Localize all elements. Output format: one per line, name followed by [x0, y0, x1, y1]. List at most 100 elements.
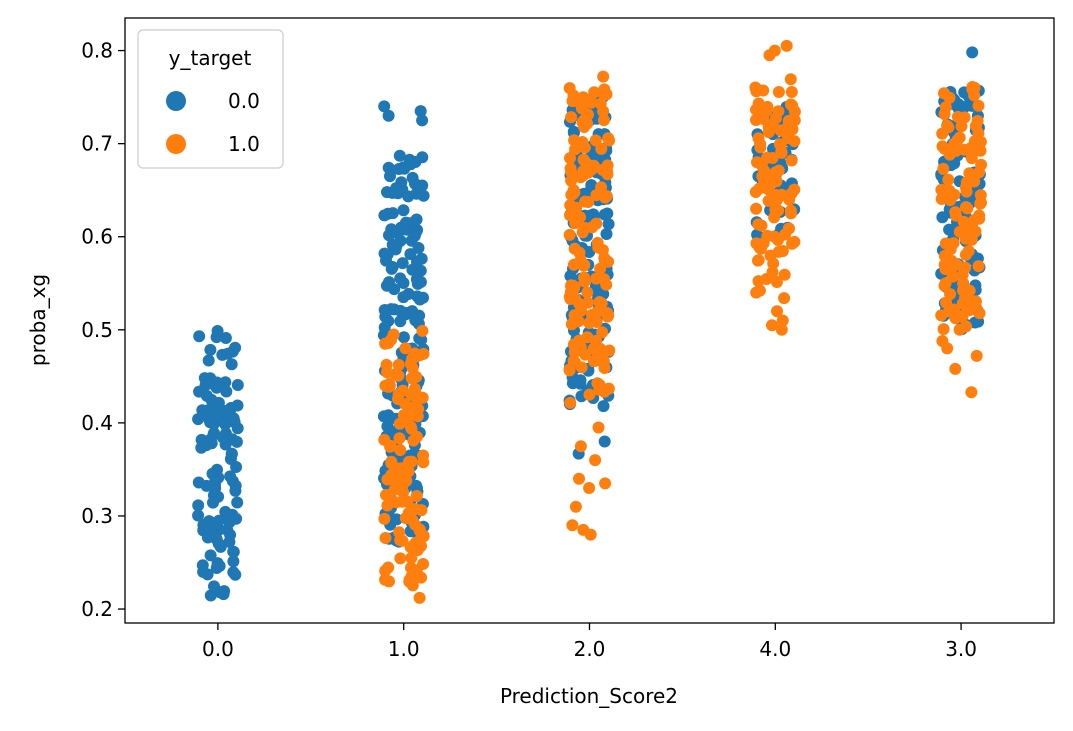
point-target-0.0-score-1.0: [404, 248, 417, 261]
point-target-1.0-score-2.0: [586, 221, 599, 234]
point-target-0.0-score-0.0: [211, 557, 224, 570]
point-target-1.0-score-4.0: [767, 257, 780, 270]
x-tick-label: 2.0: [574, 637, 606, 661]
point-target-1.0-score-1.0: [413, 591, 426, 604]
point-target-1.0-score-4.0: [784, 98, 797, 111]
point-target-1.0-score-3.0: [942, 173, 955, 186]
point-target-1.0-score-4.0: [778, 268, 791, 281]
point-target-1.0-score-2.0: [598, 254, 611, 267]
point-target-0.0-score-2.0: [600, 228, 613, 240]
point-target-0.0-score-2.0: [564, 270, 577, 282]
point-target-0.0-score-0.0: [220, 385, 233, 398]
point-target-1.0-score-4.0: [752, 275, 765, 288]
point-target-1.0-score-3.0: [943, 91, 956, 104]
point-target-1.0-score-2.0: [602, 382, 615, 395]
point-target-1.0-score-3.0: [972, 99, 985, 112]
point-target-1.0-score-2.0: [579, 348, 592, 361]
point-target-1.0-score-2.0: [583, 482, 596, 494]
point-target-1.0-score-4.0: [785, 207, 797, 220]
point-target-0.0-score-0.0: [197, 409, 210, 421]
y-tick-label: 0.3: [81, 504, 113, 528]
point-target-1.0-score-2.0: [575, 361, 588, 374]
point-target-1.0-score-4.0: [783, 222, 795, 235]
point-target-1.0-score-1.0: [394, 444, 407, 457]
point-target-1.0-score-3.0: [953, 131, 966, 144]
point-target-0.0-score-1.0: [406, 171, 419, 184]
point-target-0.0-score-0.0: [216, 431, 229, 444]
axes-layer: 0.2 0.3 0.4 0.5 0.6 0.7 0.8 0.0 1.0 2.0 4.0 3.0: [81, 39, 977, 661]
point-target-1.0-score-4.0: [750, 237, 763, 250]
point-target-1.0-score-2.0: [597, 355, 610, 368]
point-target-1.0-score-2.0: [578, 275, 591, 288]
point-target-1.0-score-3.0: [941, 119, 954, 132]
point-target-1.0-score-2.0: [564, 396, 577, 409]
point-target-1.0-score-1.0: [380, 358, 393, 371]
point-target-1.0-score-2.0: [589, 454, 602, 467]
point-target-1.0-score-2.0: [574, 171, 587, 184]
point-target-1.0-score-4.0: [770, 276, 783, 288]
point-target-1.0-score-3.0: [951, 258, 963, 271]
point-target-0.0-score-0.0: [204, 343, 217, 356]
point-target-1.0-score-2.0: [599, 477, 612, 490]
point-target-1.0-score-2.0: [566, 519, 579, 532]
point-target-0.0-score-0.0: [193, 385, 206, 398]
point-target-0.0-score-0.0: [211, 325, 224, 337]
point-target-1.0-score-2.0: [597, 70, 610, 83]
point-target-1.0-score-4.0: [788, 183, 801, 196]
point-target-0.0-score-1.0: [386, 261, 399, 273]
point-target-1.0-score-4.0: [785, 154, 798, 167]
point-target-1.0-score-3.0: [943, 305, 956, 318]
point-target-1.0-score-2.0: [577, 523, 590, 536]
point-target-0.0-score-0.0: [227, 545, 240, 558]
x-axis-label: Prediction_Score2: [500, 684, 678, 708]
x-tick-label: 3.0: [945, 637, 977, 661]
point-target-1.0-score-1.0: [394, 552, 407, 565]
point-target-0.0-score-0.0: [207, 496, 219, 509]
point-target-1.0-score-1.0: [417, 449, 430, 462]
point-target-1.0-score-1.0: [382, 561, 395, 574]
point-target-1.0-score-3.0: [972, 260, 985, 273]
point-target-1.0-score-3.0: [965, 386, 978, 399]
point-target-1.0-score-3.0: [951, 110, 964, 123]
point-target-0.0-score-1.0: [381, 420, 394, 433]
point-target-1.0-score-2.0: [568, 242, 581, 255]
point-target-1.0-score-1.0: [403, 573, 416, 586]
point-target-1.0-score-1.0: [400, 408, 413, 421]
point-target-1.0-score-3.0: [974, 144, 987, 157]
point-target-0.0-score-3.0: [966, 46, 979, 59]
point-target-0.0-score-1.0: [385, 303, 398, 316]
point-target-0.0-score-0.0: [201, 531, 214, 544]
point-target-1.0-score-2.0: [567, 89, 580, 102]
point-target-1.0-score-2.0: [590, 316, 603, 328]
y-tick-label: 0.6: [81, 225, 113, 249]
point-target-1.0-score-2.0: [600, 190, 613, 203]
y-axis-label: proba_xg: [26, 274, 50, 366]
point-target-1.0-score-3.0: [953, 323, 966, 336]
point-target-1.0-score-1.0: [408, 347, 421, 360]
point-target-1.0-score-1.0: [399, 512, 412, 525]
point-target-1.0-score-2.0: [565, 188, 578, 201]
point-target-0.0-score-1.0: [389, 239, 402, 252]
point-target-1.0-score-3.0: [969, 225, 982, 238]
point-target-0.0-score-0.0: [212, 514, 225, 527]
point-target-1.0-score-2.0: [564, 162, 577, 175]
point-target-1.0-score-2.0: [582, 108, 594, 121]
legend-marker-0: [166, 91, 186, 111]
point-target-1.0-score-4.0: [750, 202, 763, 215]
point-target-1.0-score-3.0: [950, 144, 962, 157]
point-target-1.0-score-2.0: [578, 121, 590, 133]
point-target-1.0-score-3.0: [938, 142, 951, 155]
point-target-0.0-score-0.0: [221, 523, 234, 536]
point-target-1.0-score-2.0: [565, 111, 578, 124]
point-target-1.0-score-3.0: [946, 270, 959, 283]
point-target-1.0-score-1.0: [382, 489, 395, 502]
legend: y_target 0.0 1.0: [137, 29, 284, 169]
point-target-1.0-score-1.0: [378, 512, 391, 525]
point-target-0.0-score-0.0: [195, 441, 208, 454]
point-target-1.0-score-2.0: [601, 307, 614, 320]
point-target-1.0-score-4.0: [752, 254, 764, 267]
point-target-1.0-score-1.0: [392, 369, 405, 382]
point-target-1.0-score-1.0: [415, 504, 428, 517]
point-target-0.0-score-0.0: [221, 347, 234, 360]
point-target-1.0-score-4.0: [750, 286, 763, 299]
